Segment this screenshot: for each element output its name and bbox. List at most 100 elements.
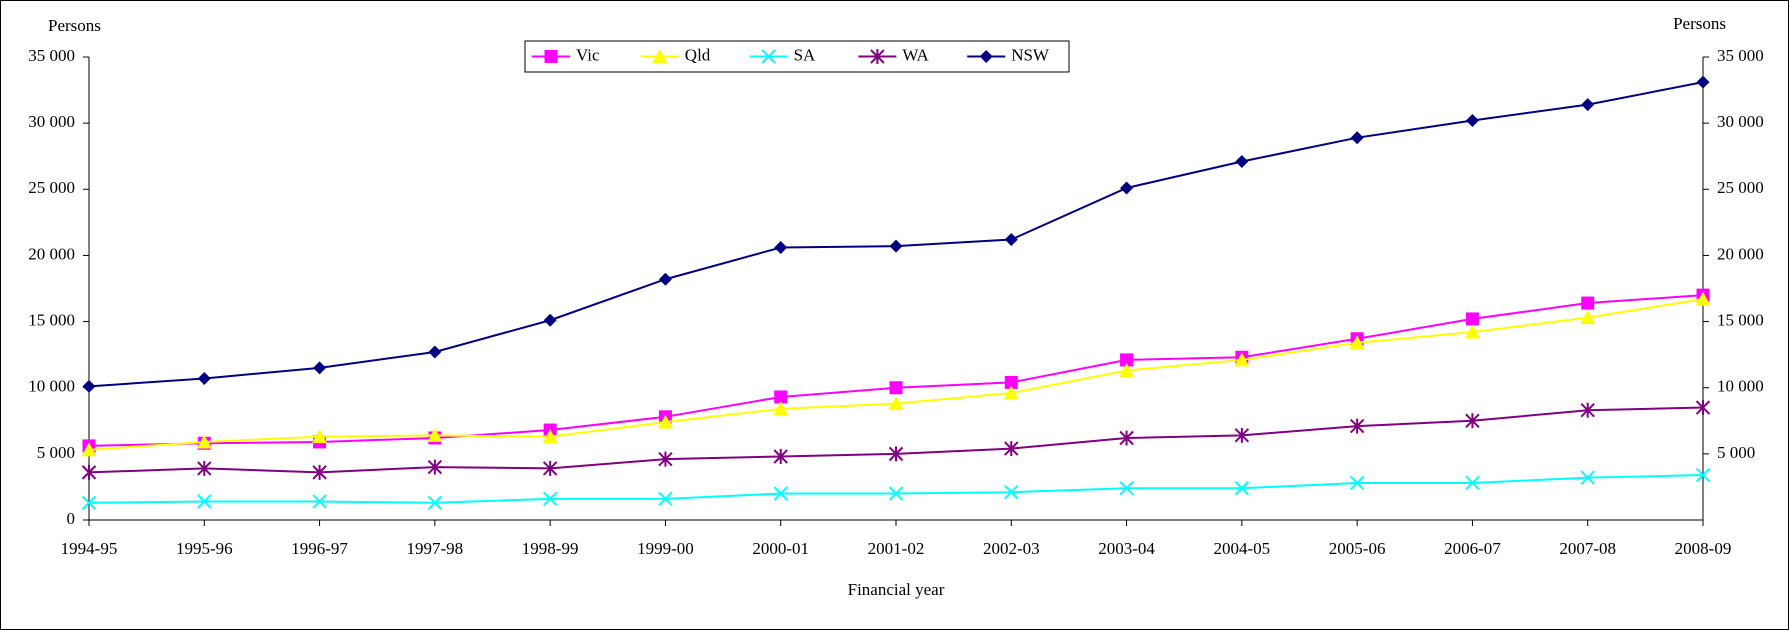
marker <box>888 446 904 462</box>
marker <box>542 460 558 476</box>
marker <box>1119 481 1134 496</box>
marker <box>1004 485 1019 500</box>
marker <box>1234 481 1250 496</box>
marker <box>1696 75 1710 89</box>
x-tick-label: 2001-02 <box>868 539 925 558</box>
y-tick-label: 5 000 <box>37 443 75 462</box>
marker <box>889 381 903 395</box>
marker <box>1004 441 1019 457</box>
y-tick-label: 20 000 <box>28 244 75 263</box>
marker <box>1349 418 1365 434</box>
marker <box>1234 427 1250 443</box>
marker <box>1004 233 1018 247</box>
y-tick-label: 10 000 <box>28 377 75 396</box>
marker <box>1119 430 1134 446</box>
marker <box>1119 363 1135 378</box>
y2-tick-label: 5 000 <box>1717 443 1755 462</box>
marker <box>979 50 993 63</box>
marker <box>1465 113 1479 127</box>
marker <box>657 414 673 429</box>
x-tick-label: 2005-06 <box>1329 539 1386 558</box>
marker <box>1580 310 1596 325</box>
y2-tick-label: 10 000 <box>1717 377 1764 396</box>
marker <box>197 460 212 476</box>
marker <box>1235 155 1249 169</box>
marker <box>197 371 211 385</box>
marker <box>773 486 788 501</box>
y2-tick-label: 35 000 <box>1717 46 1764 65</box>
y-tick-label: 30 000 <box>28 112 75 131</box>
x-tick-label: 1999-00 <box>637 539 694 558</box>
marker <box>427 427 443 442</box>
y2-axis-label: Persons <box>1673 14 1726 33</box>
marker <box>1349 475 1365 491</box>
y-tick-label: 25 000 <box>28 178 75 197</box>
legend-label: Vic <box>576 45 600 64</box>
marker <box>543 313 557 327</box>
y2-tick-label: 20 000 <box>1717 244 1764 263</box>
marker <box>1004 375 1018 389</box>
legend-label: Qld <box>685 45 711 64</box>
y-tick-label: 15 000 <box>28 310 75 329</box>
marker <box>1580 402 1595 418</box>
marker <box>542 491 558 507</box>
marker <box>197 494 212 509</box>
marker <box>1695 291 1711 306</box>
marker <box>544 50 558 63</box>
x-tick-label: 2008-09 <box>1675 539 1732 558</box>
y-tick-label: 35 000 <box>28 46 75 65</box>
marker <box>1465 413 1480 429</box>
marker <box>81 442 97 457</box>
marker <box>870 49 885 64</box>
y2-tick-label: 30 000 <box>1717 112 1764 131</box>
marker <box>658 272 672 286</box>
marker <box>761 49 776 64</box>
x-tick-label: 2006-07 <box>1444 539 1501 558</box>
x-axis-label: Financial year <box>848 580 945 599</box>
x-tick-label: 1998-99 <box>522 539 579 558</box>
x-tick-label: 2002-03 <box>983 539 1040 558</box>
marker <box>652 49 668 63</box>
marker <box>774 390 788 404</box>
marker <box>658 491 673 507</box>
marker <box>427 495 443 511</box>
x-tick-label: 2003-04 <box>1098 539 1155 558</box>
y-axis-label: Persons <box>48 16 101 35</box>
marker <box>1580 470 1595 485</box>
legend-label: NSW <box>1011 45 1050 64</box>
y2-tick-label: 15 000 <box>1717 310 1764 329</box>
marker <box>1464 324 1480 339</box>
marker <box>196 434 212 449</box>
marker <box>1581 296 1595 310</box>
marker <box>1581 98 1595 112</box>
marker <box>312 464 327 480</box>
marker <box>313 361 327 375</box>
marker <box>82 379 96 393</box>
marker <box>889 239 903 253</box>
marker <box>81 495 97 511</box>
marker <box>428 345 442 359</box>
marker <box>81 464 97 480</box>
marker <box>1695 400 1711 416</box>
x-tick-label: 1996-97 <box>291 539 348 558</box>
marker <box>542 429 558 444</box>
marker <box>888 486 904 501</box>
marker <box>1695 467 1711 483</box>
marker <box>312 429 328 444</box>
x-tick-label: 2000-01 <box>752 539 809 558</box>
x-tick-label: 1994-95 <box>61 539 118 558</box>
y2-tick-label: 25 000 <box>1717 178 1764 197</box>
legend-label: WA <box>902 45 929 64</box>
legend-label: SA <box>794 45 816 64</box>
marker <box>1003 385 1019 400</box>
marker <box>773 401 789 416</box>
marker <box>1234 352 1250 367</box>
marker <box>427 459 443 475</box>
x-tick-label: 1995-96 <box>176 539 233 558</box>
marker <box>1350 131 1364 145</box>
y-tick-label: 0 <box>67 509 76 528</box>
marker <box>1349 335 1365 350</box>
